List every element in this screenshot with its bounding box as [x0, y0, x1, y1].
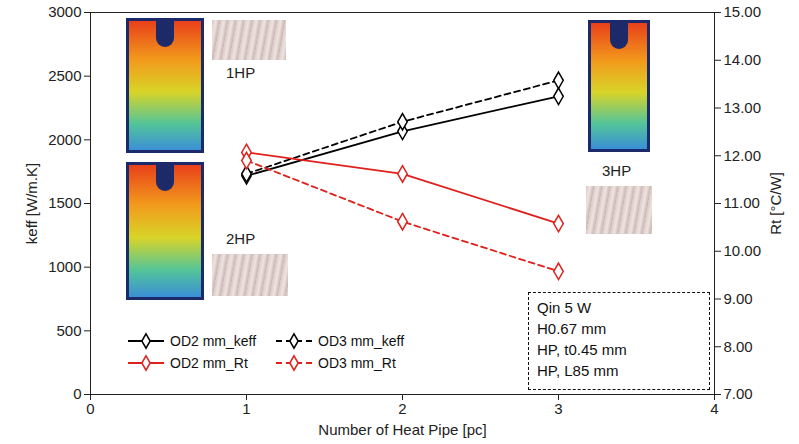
svg-text:2500: 2500	[48, 67, 81, 84]
svg-text:500: 500	[56, 322, 81, 339]
svg-text:OD2 mm_keff: OD2 mm_keff	[170, 333, 256, 349]
html-text:1HP: 1HP	[226, 64, 256, 81]
svg-text:2: 2	[398, 400, 406, 417]
html-text:2HP: 2HP	[226, 230, 256, 247]
svg-text:11.00: 11.00	[724, 194, 760, 211]
html-text:HP, L85 mm: HP, L85 mm	[537, 362, 619, 379]
svg-text:0: 0	[86, 400, 94, 417]
svg-text:Rt [°C/W]: Rt [°C/W]	[767, 172, 784, 235]
html-text:3HP: 3HP	[602, 162, 632, 179]
svg-text:1000: 1000	[48, 258, 81, 275]
html-text:HP, t0.45 mm: HP, t0.45 mm	[537, 341, 627, 358]
html-text:H0.67 mm: H0.67 mm	[537, 320, 607, 337]
svg-text:15.00: 15.00	[724, 3, 762, 20]
svg-text:OD3 mm_Rt: OD3 mm_Rt	[318, 355, 396, 371]
svg-text:2000: 2000	[48, 131, 81, 148]
svg-text:14.00: 14.00	[724, 51, 762, 68]
svg-text:3000: 3000	[48, 3, 81, 20]
svg-text:8.00: 8.00	[724, 338, 753, 355]
svg-text:10.00: 10.00	[724, 242, 762, 259]
svg-text:9.00: 9.00	[724, 290, 753, 307]
svg-text:12.00: 12.00	[724, 147, 762, 164]
svg-text:7.00: 7.00	[724, 385, 753, 402]
svg-text:OD3 mm_keff: OD3 mm_keff	[318, 333, 404, 349]
html-text:Qin 5 W: Qin 5 W	[537, 299, 592, 316]
svg-text:0: 0	[73, 385, 81, 402]
svg-text:1500: 1500	[48, 194, 81, 211]
svg-text:13.00: 13.00	[724, 99, 762, 116]
svg-text:1: 1	[242, 400, 250, 417]
svg-text:Number of Heat Pipe [pc]: Number of Heat Pipe [pc]	[318, 421, 486, 438]
svg-text:OD2 mm_Rt: OD2 mm_Rt	[170, 355, 248, 371]
svg-text:4: 4	[710, 400, 718, 417]
svg-text:3: 3	[554, 400, 562, 417]
svg-text:keff [W/m.K]: keff [W/m.K]	[23, 163, 40, 244]
